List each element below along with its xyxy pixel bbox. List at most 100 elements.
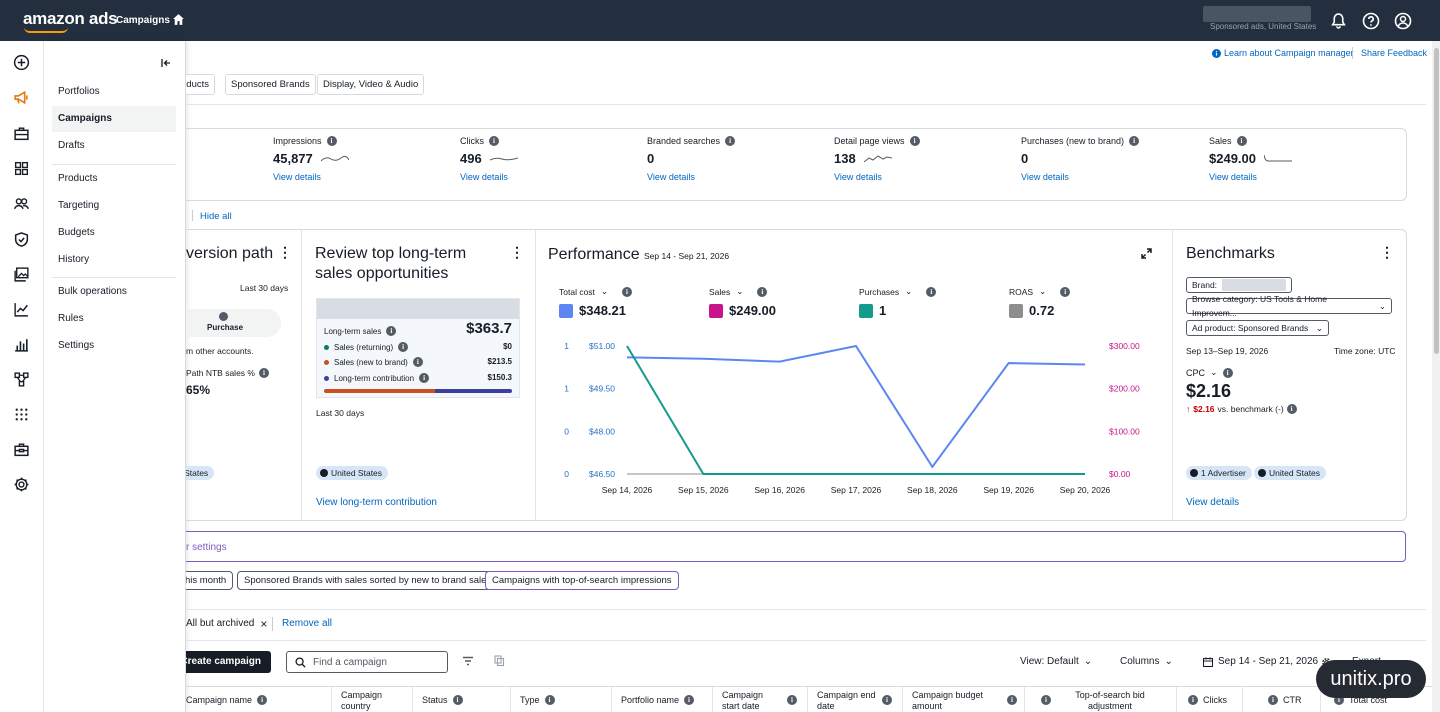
info-icon[interactable]: i	[1286, 404, 1297, 414]
info-icon[interactable]: i	[1041, 695, 1051, 705]
info-icon[interactable]: i	[1129, 136, 1140, 146]
info-icon[interactable]: i	[1236, 136, 1247, 146]
saved-filter-top-of-search[interactable]: Campaigns with top-of-search impressions	[485, 571, 679, 590]
filter-settings-bar[interactable]	[186, 531, 1406, 562]
perf-metric-sales[interactable]: Sales ⌄ i $249.00	[709, 286, 776, 318]
menu-item-campaigns[interactable]: Campaigns	[52, 106, 176, 132]
bell-icon[interactable]	[1330, 12, 1347, 30]
info-icon[interactable]: i	[257, 695, 268, 705]
view-details-link[interactable]: View details	[834, 172, 882, 182]
col-total-cost[interactable]: i Total cost	[1334, 695, 1387, 706]
info-icon[interactable]: i	[684, 695, 695, 705]
browse-category-select[interactable]: Browse category: US Tools & Home Improve…	[1186, 294, 1392, 318]
card-menu-icon[interactable]: ⋮	[278, 244, 292, 260]
brand-selector[interactable]: Brand:	[1186, 277, 1292, 293]
view-details-link[interactable]: View details	[460, 172, 508, 182]
info-icon[interactable]: i	[1334, 695, 1344, 705]
menu-item-rules[interactable]: Rules	[58, 313, 84, 324]
help-icon[interactable]	[1362, 12, 1380, 30]
close-icon[interactable]: ×	[260, 616, 268, 631]
info-icon[interactable]: i	[725, 136, 736, 146]
col-campaign-name[interactable]: Campaign name i	[186, 695, 268, 706]
filter-icon[interactable]	[462, 655, 474, 667]
briefcase-icon[interactable]	[13, 125, 30, 142]
info-icon[interactable]: i	[326, 136, 337, 146]
menu-item-settings[interactable]: Settings	[58, 340, 95, 351]
col-ctr[interactable]: i CTR	[1268, 695, 1302, 706]
bar-chart-icon[interactable]	[13, 336, 30, 353]
info-icon[interactable]: i	[419, 373, 430, 383]
menu-item-drafts[interactable]: Drafts	[58, 140, 85, 151]
col-campaign-country[interactable]: Campaign country	[341, 690, 396, 712]
tab-sponsored-brands[interactable]: Sponsored Brands	[225, 74, 316, 95]
account-name-redacted[interactable]	[1203, 6, 1311, 22]
scrollbar-thumb[interactable]	[1434, 48, 1439, 354]
create-campaign-button[interactable]: Create campaign	[186, 651, 271, 673]
menu-item-targeting[interactable]: Targeting	[58, 200, 100, 211]
col-type[interactable]: Type i	[520, 695, 555, 706]
saved-filter-sb-sales[interactable]: Sponsored Brands with sales sorted by ne…	[237, 571, 499, 590]
tab-display-video-audio[interactable]: Display, Video & Audio	[317, 74, 425, 95]
audiences-icon[interactable]	[13, 195, 30, 212]
trend-line-icon[interactable]	[13, 301, 30, 318]
perf-metric-roas[interactable]: ROAS ⌄ i 0.72	[1009, 286, 1071, 318]
info-icon[interactable]: i	[1268, 695, 1278, 705]
grid-icon[interactable]	[13, 160, 30, 177]
info-icon[interactable]: i	[1188, 695, 1198, 705]
workflow-icon[interactable]	[13, 371, 30, 388]
info-icon[interactable]: i	[258, 368, 269, 378]
view-details-link[interactable]: View details	[1209, 172, 1257, 182]
apps-dots-icon[interactable]	[13, 406, 30, 423]
menu-item-products[interactable]: Products	[58, 173, 98, 184]
view-details-link[interactable]: View details	[273, 172, 321, 182]
col-clicks[interactable]: i Clicks	[1188, 695, 1227, 706]
view-details-link[interactable]: View details	[1021, 172, 1069, 182]
info-icon[interactable]: i	[412, 357, 423, 367]
campaigns-megaphone-icon[interactable]	[13, 89, 30, 106]
info-icon[interactable]: i	[787, 695, 797, 705]
collapse-menu-icon[interactable]	[160, 57, 172, 69]
info-icon[interactable]: i	[622, 286, 633, 297]
settings-gear-icon[interactable]	[13, 476, 30, 493]
saved-filter-this-month[interactable]: his month	[186, 571, 234, 590]
info-icon[interactable]: i	[882, 695, 892, 705]
learn-campaign-manager-link[interactable]: Learn about Campaign manager	[1224, 48, 1354, 58]
amazon-ads-logo[interactable]: amazon ads	[23, 9, 118, 28]
benchmark-metric-select[interactable]: CPC ⌄ i	[1186, 367, 1233, 378]
view-selector[interactable]: View: Default ⌄	[1020, 656, 1092, 667]
col-campaign-start-date[interactable]: Campaign start date i	[722, 690, 802, 712]
remove-all-link[interactable]: Remove all	[282, 618, 333, 629]
menu-item-bulk-operations[interactable]: Bulk operations	[58, 286, 127, 297]
tab-sponsored-products[interactable]: oducts	[186, 74, 215, 95]
card-menu-icon[interactable]: ⋮	[510, 244, 524, 260]
info-icon[interactable]: i	[398, 342, 409, 352]
menu-item-history[interactable]: History	[58, 254, 90, 265]
card-menu-icon[interactable]: ⋮	[1380, 244, 1394, 260]
date-range-picker[interactable]: Sep 14 - Sep 21, 2026	[1203, 656, 1318, 667]
col-campaign-end-date[interactable]: Campaign end date i	[817, 690, 897, 712]
expand-icon[interactable]	[1141, 248, 1152, 259]
columns-selector[interactable]: Columns ⌄	[1120, 656, 1173, 667]
view-details-link[interactable]: View details	[1186, 497, 1240, 508]
col-status[interactable]: Status i	[422, 695, 463, 706]
view-details-link[interactable]: View details	[647, 172, 695, 182]
copy-icon[interactable]	[494, 655, 505, 667]
info-icon[interactable]: i	[452, 695, 463, 705]
share-feedback-link[interactable]: Share Feedback	[1361, 48, 1428, 58]
media-images-icon[interactable]	[13, 266, 30, 283]
col-campaign-budget-amount[interactable]: Campaign budget amount i	[912, 690, 1020, 712]
info-icon[interactable]: i	[1060, 286, 1071, 297]
menu-item-budgets[interactable]: Budgets	[58, 227, 95, 238]
ad-product-select[interactable]: Ad product: Sponsored Brands ⌄	[1186, 320, 1329, 336]
filter-settings-label[interactable]: r settings	[186, 542, 227, 553]
home-icon[interactable]	[172, 13, 185, 26]
info-icon[interactable]: i	[757, 286, 768, 297]
view-long-term-contribution-link[interactable]: View long-term contribution	[316, 497, 437, 508]
info-icon[interactable]: i	[1222, 367, 1233, 378]
page-scrollbar[interactable]	[1432, 41, 1440, 712]
create-plus-icon[interactable]	[13, 54, 30, 71]
shield-icon[interactable]	[13, 231, 30, 248]
hide-all-link[interactable]: Hide all	[200, 211, 232, 222]
info-icon[interactable]: i	[544, 695, 555, 705]
info-icon[interactable]: i	[909, 136, 920, 146]
